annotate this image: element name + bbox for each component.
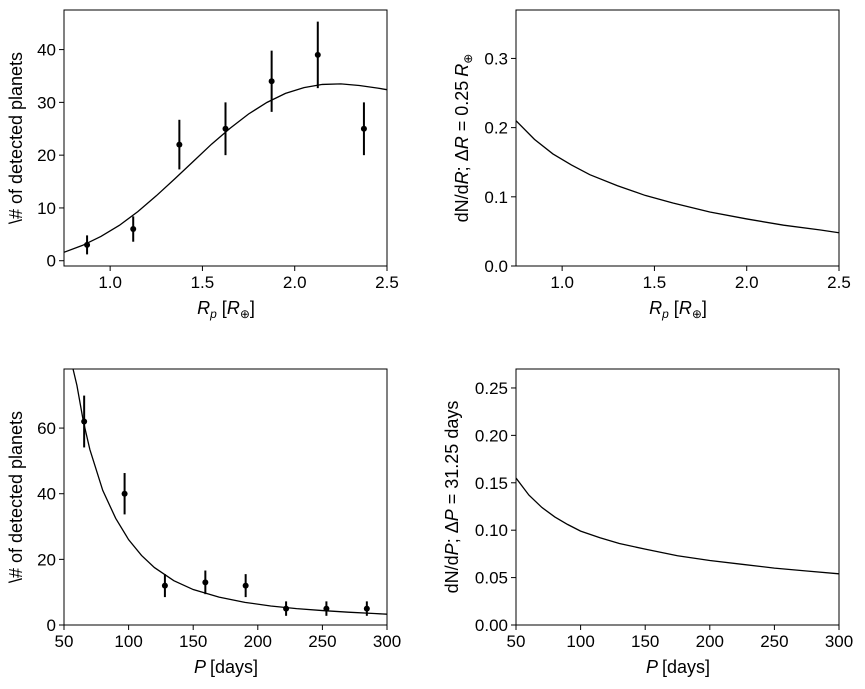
- xtick-label-period-detected-2: 150: [179, 632, 207, 651]
- plot-area-radius-detected: 1.0 1.5 2.0 2.5 0 10 20 30 40: [37, 21, 399, 292]
- ytick-label-period-density-0: 0.00: [475, 616, 508, 635]
- model-curve-radius-detected: [64, 83, 387, 253]
- ylabel-radius-density: dN/dR; ΔR = 0.25R⊕: [452, 54, 475, 223]
- plot-area-radius-density: 1.0 1.5 2.0 2.5 0.0 0.1 0.2 0.3: [484, 49, 850, 292]
- xtick-label-radius-density-3: 2.5: [827, 273, 851, 292]
- xtick-label-radius-detected-3: 2.5: [375, 273, 399, 292]
- xtick-label-period-detected-3: 200: [244, 632, 272, 651]
- ytick-label-radius-detected-1: 10: [37, 199, 56, 218]
- ytick-label-radius-density-0: 0.0: [484, 257, 508, 276]
- panel-radius-detected: 1.0 1.5 2.0 2.5 0 10 20 30 40 Rp [R⊕] \# of dete…: [6, 9, 399, 321]
- xlabel-radius-detected: Rp [R⊕]: [197, 298, 255, 321]
- ytick-label-period-detected-0: 0: [47, 616, 56, 635]
- ytick-label-radius-detected-4: 40: [37, 41, 56, 60]
- ylabel-period-detected: \# of detected planets: [6, 411, 26, 583]
- data-point-radius-detected-5: [314, 51, 321, 58]
- model-curve-period-detected: [72, 369, 387, 615]
- xtick-label-period-detected-4: 250: [308, 632, 336, 651]
- model-curve-period-density: [516, 477, 839, 575]
- xtick-label-period-density-5: 300: [825, 632, 853, 651]
- ytick-label-period-density-5: 0.25: [475, 379, 508, 398]
- data-point-period-detected-7: [363, 605, 370, 612]
- ytick-label-period-detected-2: 40: [37, 485, 56, 504]
- ytick-label-radius-detected-0: 0: [47, 252, 56, 271]
- xtick-label-radius-density-1: 1.5: [643, 273, 667, 292]
- xlabel-radius-density: Rp [R⊕]: [649, 298, 707, 321]
- xtick-label-period-detected-1: 100: [114, 632, 142, 651]
- axes-frame-period-detected: [63, 368, 388, 626]
- xtick-label-period-detected-0: 50: [55, 632, 74, 651]
- axes-frame-radius-density: [515, 9, 840, 267]
- plot-area-period-detected: 50 100 150 200 250 300 0 20 40 60: [37, 369, 401, 651]
- panel-period-detected: 50 100 150 200 250 300 0 20 40 60 P [days] \# of d…: [6, 368, 401, 677]
- xlabel-period-density: P [days]: [646, 657, 710, 677]
- xtick-label-period-density-0: 50: [507, 632, 526, 651]
- model-curve-radius-density: [516, 120, 839, 234]
- xtick-label-period-density-2: 150: [631, 632, 659, 651]
- xtick-label-radius-density-2: 2.0: [735, 273, 759, 292]
- ytick-label-period-detected-3: 60: [37, 419, 56, 438]
- ytick-label-period-density-4: 0.20: [475, 426, 508, 445]
- ylabel-period-density: dN/dP; ΔP = 31.25 days: [442, 401, 462, 594]
- ytick-label-radius-detected-2: 20: [37, 146, 56, 165]
- data-point-period-detected-5: [283, 605, 290, 612]
- xtick-label-radius-detected-2: 2.0: [283, 273, 307, 292]
- data-point-period-detected-3: [202, 579, 209, 586]
- xtick-label-period-detected-5: 300: [373, 632, 401, 651]
- data-point-radius-detected-4: [268, 78, 275, 85]
- data-point-period-detected-2: [161, 582, 168, 589]
- xtick-label-period-density-4: 250: [760, 632, 788, 651]
- ytick-label-period-detected-1: 20: [37, 550, 56, 569]
- xtick-label-radius-density-0: 1.0: [550, 273, 574, 292]
- xlabel-period-detected: P [days]: [194, 657, 258, 677]
- data-point-period-detected-1: [121, 490, 128, 497]
- xtick-label-radius-detected-1: 1.5: [191, 273, 215, 292]
- xtick-label-period-density-3: 200: [696, 632, 724, 651]
- xtick-label-period-density-1: 100: [566, 632, 594, 651]
- plot-area-period-density: 50 100 150 200 250 300 0.00 0.05 0.10 0.15 0.20 0.2…: [475, 379, 853, 651]
- ytick-label-period-density-3: 0.15: [475, 474, 508, 493]
- data-point-radius-detected-6: [360, 125, 367, 132]
- ytick-label-radius-density-1: 0.1: [484, 188, 508, 207]
- data-point-radius-detected-2: [176, 141, 183, 148]
- axes-frame-radius-detected: [63, 9, 388, 267]
- axes-frame-period-density: [515, 368, 840, 626]
- panel-period-density: 50 100 150 200 250 300 0.00 0.05 0.10 0.15 0.20 0.2…: [442, 368, 853, 677]
- ytick-label-period-density-1: 0.05: [475, 569, 508, 588]
- ylabel-radius-detected: \# of detected planets: [6, 52, 26, 224]
- data-point-period-detected-4: [242, 582, 249, 589]
- ytick-label-radius-detected-3: 30: [37, 93, 56, 112]
- ytick-label-radius-density-3: 0.3: [484, 49, 508, 68]
- xtick-label-radius-detected-0: 1.0: [98, 273, 122, 292]
- panel-radius-density: 1.0 1.5 2.0 2.5 0.0 0.1 0.2 0.3 Rp [R⊕] dN/dR; …: [452, 9, 851, 321]
- ytick-label-radius-density-2: 0.2: [484, 119, 508, 138]
- ytick-label-period-density-2: 0.10: [475, 521, 508, 540]
- data-point-radius-detected-1: [130, 226, 137, 233]
